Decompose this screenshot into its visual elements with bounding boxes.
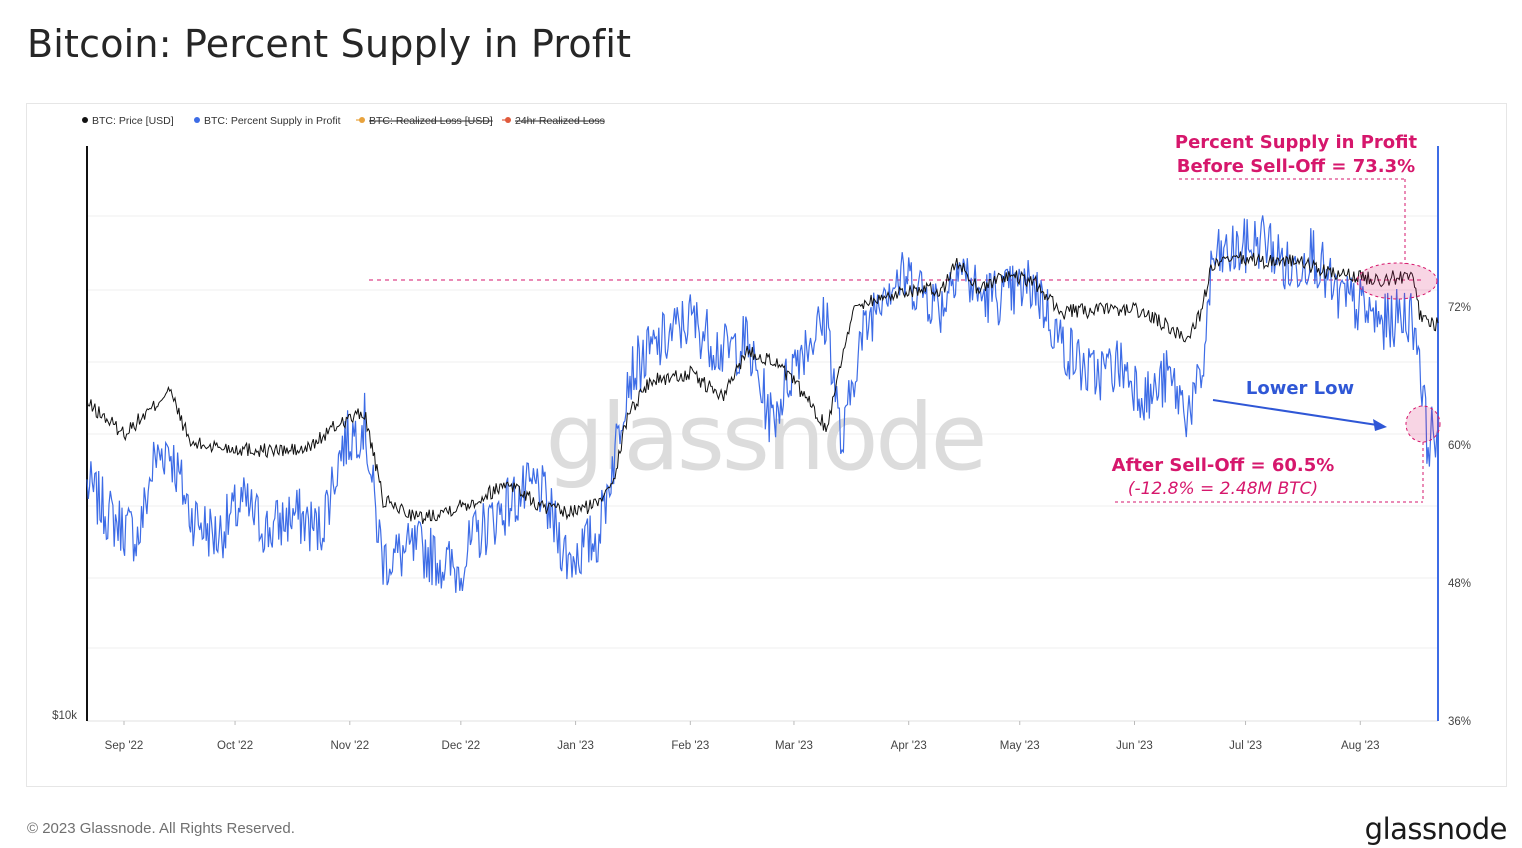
annotation-lower-low: Lower Low [1246, 378, 1354, 399]
lower-low-arrow [1212, 399, 1378, 426]
legend-dot-icon [82, 117, 88, 123]
legend-label: BTC: Price [USD] [92, 115, 174, 127]
x-tick-label: Feb '23 [671, 740, 709, 752]
x-tick-label: Sep '22 [105, 740, 144, 752]
legend-label: BTC: Percent Supply in Profit [204, 115, 341, 127]
x-tick-label: Apr '23 [891, 740, 927, 752]
footer-copyright: © 2023 Glassnode. All Rights Reserved. [27, 820, 295, 837]
x-tick-label: Mar '23 [775, 740, 813, 752]
y-right-tick-label: 36% [1448, 716, 1471, 728]
x-tick-label: Aug '23 [1341, 740, 1380, 752]
legend-dot-icon [359, 117, 365, 123]
legend-label: 24hr Realized Loss [515, 115, 605, 127]
y-right-tick-label: 60% [1448, 440, 1471, 452]
annotation-before-value: Before Sell-Off = 73.3% [1177, 156, 1415, 177]
x-tick-label: Oct '22 [217, 740, 253, 752]
chart-frame: glassnode BTC: Price [USD] BTC: Percent S… [26, 103, 1507, 787]
x-tick-label: Nov '22 [330, 740, 369, 752]
x-tick-label: May '23 [1000, 740, 1040, 752]
annotation-before-title: Percent Supply in Profit [1175, 132, 1418, 153]
y-right-tick-label: 72% [1448, 302, 1471, 314]
before-selloff-highlight [1356, 262, 1438, 300]
legend-item[interactable]: 24hr Realized Loss [502, 115, 605, 127]
arrow-head-icon [1373, 419, 1387, 431]
legend-item[interactable]: BTC: Price [USD] [82, 115, 174, 127]
y-left-tick-label: $10k [52, 710, 77, 722]
x-tick-label: Jun '23 [1116, 740, 1153, 752]
after-selloff-highlight [1405, 405, 1441, 443]
footer-logo: glassnode [1364, 812, 1508, 846]
legend-dot-icon [194, 117, 200, 123]
page-title: Bitcoin: Percent Supply in Profit [27, 22, 632, 66]
y-right-tick-label: 48% [1448, 578, 1471, 590]
x-tick-label: Jan '23 [557, 740, 594, 752]
series-supply-in-profit-line [86, 215, 1439, 593]
series-btc-price-line [86, 251, 1439, 525]
legend-dot-icon [505, 117, 511, 123]
legend-item[interactable]: BTC: Percent Supply in Profit [194, 115, 341, 127]
annotation-after-value: (-12.8% = 2.48M BTC) [1128, 479, 1318, 499]
annotation-after-title: After Sell-Off = 60.5% [1112, 455, 1335, 476]
chart-canvas: glassnode BTC: Price [USD] BTC: Percent S… [52, 115, 1471, 752]
x-tick-label: Dec '22 [442, 740, 481, 752]
legend-item[interactable]: BTC: Realized Loss [USD] [356, 115, 493, 127]
legend-label: BTC: Realized Loss [USD] [369, 115, 493, 127]
x-tick-label: Jul '23 [1229, 740, 1262, 752]
